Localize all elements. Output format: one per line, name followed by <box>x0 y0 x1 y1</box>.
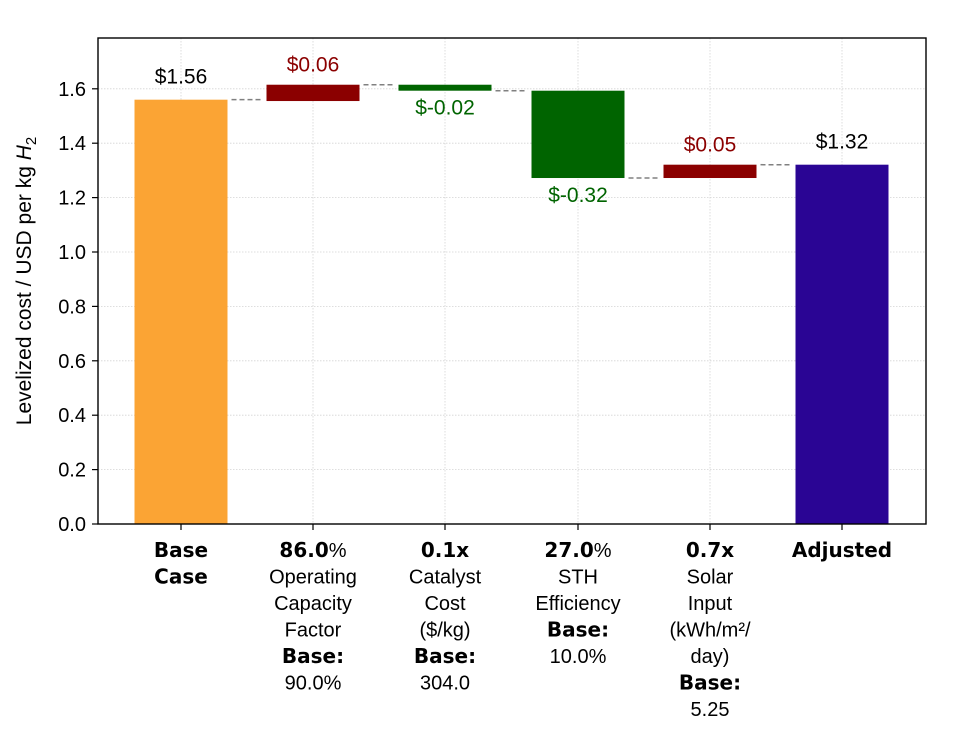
y-tick-label: 1.6 <box>58 79 86 101</box>
x-tick-label: 5.25 <box>691 699 730 721</box>
value-labels: $1.56 $0.06 $-0.02 $-0.32 $0.05 $1.32 <box>155 54 869 207</box>
x-tick-label: Efficiency <box>535 593 620 615</box>
x-tick-label: Adjusted <box>792 538 892 562</box>
connectors <box>231 83 792 179</box>
x-tick-label: 0.1x <box>421 538 469 562</box>
x-tick-label: Case <box>154 565 208 589</box>
bar-value-label: $0.06 <box>287 54 340 77</box>
y-tick-label: 0.2 <box>58 460 86 482</box>
x-tick-label: Operating <box>269 567 357 589</box>
y-tick-label: 1.4 <box>58 133 86 155</box>
x-tick-label: 304.0 <box>420 673 470 695</box>
y-tick-label: 0.0 <box>58 514 86 536</box>
x-tick-label: Base <box>154 538 208 562</box>
x-tick-label: Catalyst <box>409 567 482 589</box>
bar-increase <box>266 84 360 102</box>
bar-value-label: $1.56 <box>155 66 208 89</box>
x-tick-labels: BaseCase86.0%OperatingCapacityFactorBase… <box>154 538 892 721</box>
y-tick-label: 1.0 <box>58 242 86 264</box>
x-tick-label: 27.0% <box>544 538 611 562</box>
x-tick-label: ($/kg) <box>419 620 470 642</box>
plot-frame <box>97 37 927 525</box>
bar-value-label: $-0.02 <box>415 97 475 120</box>
x-tick-label: (kWh/m²/ <box>669 620 751 642</box>
x-tick-label: 90.0% <box>285 673 342 695</box>
x-tick-label: Base: <box>414 644 476 668</box>
x-tick-label: day) <box>691 646 730 668</box>
x-tick-label: Base: <box>679 671 741 695</box>
x-tick-label: STH <box>558 567 598 589</box>
x-tick-label: Base: <box>282 644 344 668</box>
bar-value-label: $1.32 <box>816 131 869 154</box>
x-tick-label: 86.0% <box>279 538 346 562</box>
x-tick-label: Solar <box>687 567 734 589</box>
bar-total <box>795 164 889 525</box>
y-axis-label: Levelized cost / USD per kg H2 <box>13 137 40 425</box>
axis-ticks: 0.0 0.2 0.4 0.6 0.8 1.0 1.2 1.4 1.6 <box>58 79 843 536</box>
bar-decrease <box>531 90 625 179</box>
grid-lines <box>98 38 926 525</box>
y-tick-label: 0.6 <box>58 351 86 373</box>
x-tick-label: Capacity <box>274 593 352 615</box>
x-tick-label: Input <box>688 593 733 615</box>
bar-total <box>134 99 228 525</box>
x-tick-label: Base: <box>547 618 609 642</box>
bars <box>134 84 889 525</box>
x-tick-label: Cost <box>424 593 466 615</box>
y-tick-label: 1.2 <box>58 188 86 210</box>
bar-value-label: $-0.32 <box>548 184 608 207</box>
bar-increase <box>663 164 757 179</box>
x-tick-label: Factor <box>285 620 342 642</box>
x-tick-label: 10.0% <box>550 646 607 668</box>
y-tick-label: 0.4 <box>58 405 86 427</box>
bar-value-label: $0.05 <box>684 134 737 157</box>
bar-decrease <box>398 84 492 91</box>
x-tick-label: 0.7x <box>686 538 734 562</box>
y-tick-label: 0.8 <box>58 296 86 318</box>
